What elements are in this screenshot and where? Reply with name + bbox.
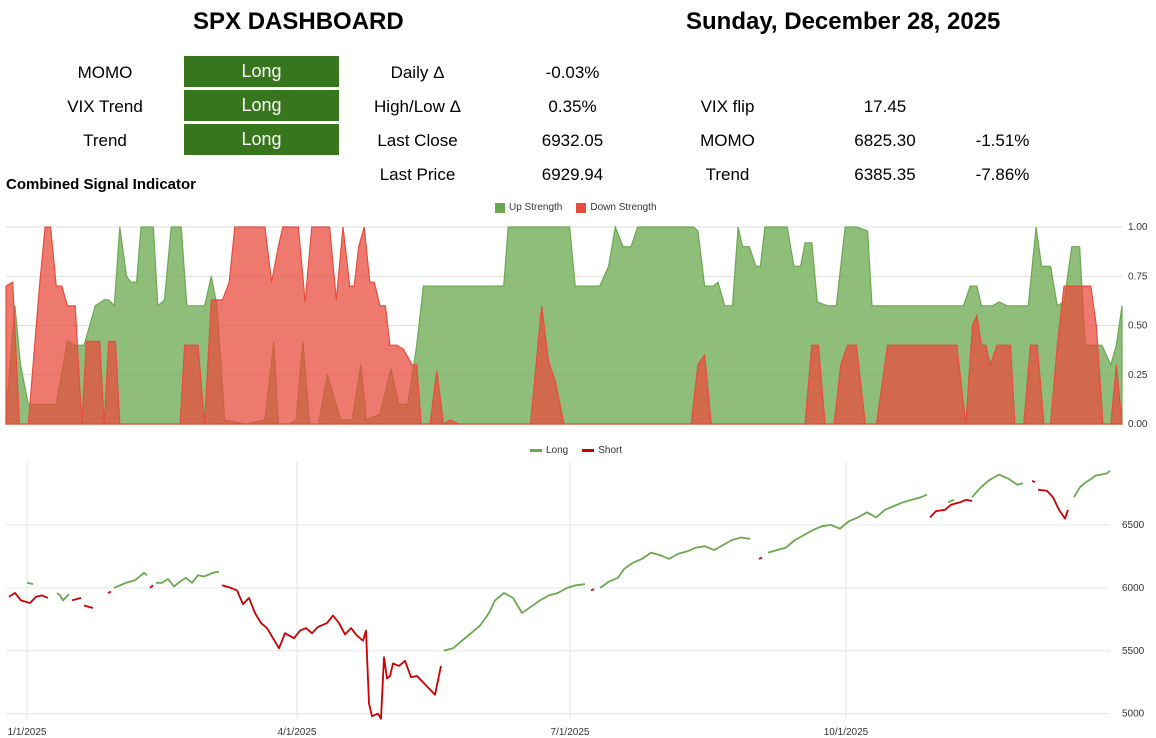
legend-label-short: Short — [598, 445, 623, 456]
price-y-tick-label: 5000 — [1122, 709, 1145, 720]
long-price-segment — [947, 498, 955, 504]
price-y-tick-label: 5500 — [1122, 646, 1145, 657]
level-value-vix-flip: 17.45 — [863, 97, 907, 116]
level-value-momo: 6825.30 — [854, 131, 916, 150]
legend-swatch-long — [530, 449, 542, 452]
legend-label-down: Down Strength — [590, 202, 657, 213]
long-price-segment — [599, 536, 751, 589]
signal-y-tick-label: 0.25 — [1128, 370, 1148, 381]
level-pct-trend: -7.86% — [975, 165, 1030, 184]
level-label-momo: MOMO — [700, 131, 755, 150]
signal-label-trend: Trend — [83, 131, 127, 150]
price-x-tick-label: 4/1/2025 — [278, 727, 317, 736]
short-price-segment — [1031, 480, 1036, 483]
dashboard-title: SPX DASHBOARD — [193, 8, 404, 35]
price-x-tick-label: 10/1/2025 — [824, 727, 869, 736]
price-signal-chart: 5000 5500 6000 6500 1/1/2025 4/1/2025 7/1/2025… — [6, 462, 1145, 736]
level-label-trend: Trend — [705, 165, 750, 184]
long-price-segment — [26, 581, 34, 585]
long-price-segment — [1073, 470, 1111, 498]
metric-label-last-close: Last Close — [377, 131, 458, 150]
metric-label-high-low-delta: High/Low Δ — [374, 97, 461, 116]
metric-value-high-low-delta: 0.35% — [548, 97, 597, 116]
signal-y-tick-label: 0.50 — [1128, 321, 1148, 332]
price-x-tick-label: 7/1/2025 — [551, 727, 590, 736]
short-price-segment — [8, 591, 49, 604]
legend-label-up: Up Strength — [509, 202, 563, 213]
combined-signal-title: Combined Signal Indicator — [6, 176, 197, 193]
signal-value-trend: Long — [184, 124, 339, 155]
price-chart-legend: Long Short — [530, 445, 622, 456]
short-price-segment — [221, 584, 442, 720]
signal-value-vix-trend: Long — [184, 90, 339, 121]
level-value-trend: 6385.35 — [854, 165, 916, 184]
level-pct-momo: -1.51% — [975, 131, 1030, 150]
signal-label-vix-trend: VIX Trend — [67, 97, 143, 116]
price-y-tick-label: 6500 — [1122, 520, 1145, 531]
price-x-tick-label: 1/1/2025 — [8, 727, 47, 736]
legend-label-long: Long — [546, 445, 569, 456]
long-price-segment — [56, 592, 70, 602]
short-price-segment — [1037, 488, 1069, 520]
long-price-segment — [156, 570, 220, 588]
signal-value-momo: Long — [184, 56, 339, 87]
metric-label-last-price: Last Price — [379, 165, 456, 184]
short-price-segment — [590, 588, 595, 592]
metric-label-daily-delta: Daily Δ — [390, 63, 445, 82]
short-price-segment — [929, 498, 973, 519]
signal-y-tick-label: 0.00 — [1128, 419, 1148, 430]
legend-swatch-down — [576, 202, 587, 213]
short-price-segment — [149, 584, 154, 589]
short-price-segment — [83, 604, 94, 609]
down-strength-area — [5, 226, 1123, 425]
price-y-tick-label: 6000 — [1122, 583, 1145, 594]
signal-label-momo: MOMO — [77, 63, 133, 82]
long-price-segment — [443, 583, 586, 652]
long-price-segment — [767, 493, 928, 554]
metric-value-last-close: 6932.05 — [541, 131, 604, 150]
short-price-segment — [107, 590, 112, 594]
legend-swatch-up — [495, 202, 505, 213]
long-price-segment — [113, 571, 148, 589]
signal-y-tick-label: 1.00 — [1128, 222, 1148, 233]
short-price-segment — [758, 556, 763, 560]
metric-value-daily-delta: -0.03% — [545, 63, 600, 82]
legend-swatch-short — [582, 449, 595, 452]
short-price-segment — [71, 597, 82, 602]
combined-signal-chart: 0.00 0.25 0.50 0.75 1.00 — [5, 222, 1148, 430]
dashboard-date: Sunday, December 28, 2025 — [686, 8, 1001, 35]
level-label-vix-flip: VIX flip — [700, 97, 755, 116]
signal-y-tick-label: 0.75 — [1128, 271, 1148, 282]
signal-chart-legend: Up Strength Down Strength — [495, 202, 657, 213]
metric-value-last-price: 6929.94 — [541, 165, 604, 184]
long-price-segment — [971, 473, 1024, 498]
